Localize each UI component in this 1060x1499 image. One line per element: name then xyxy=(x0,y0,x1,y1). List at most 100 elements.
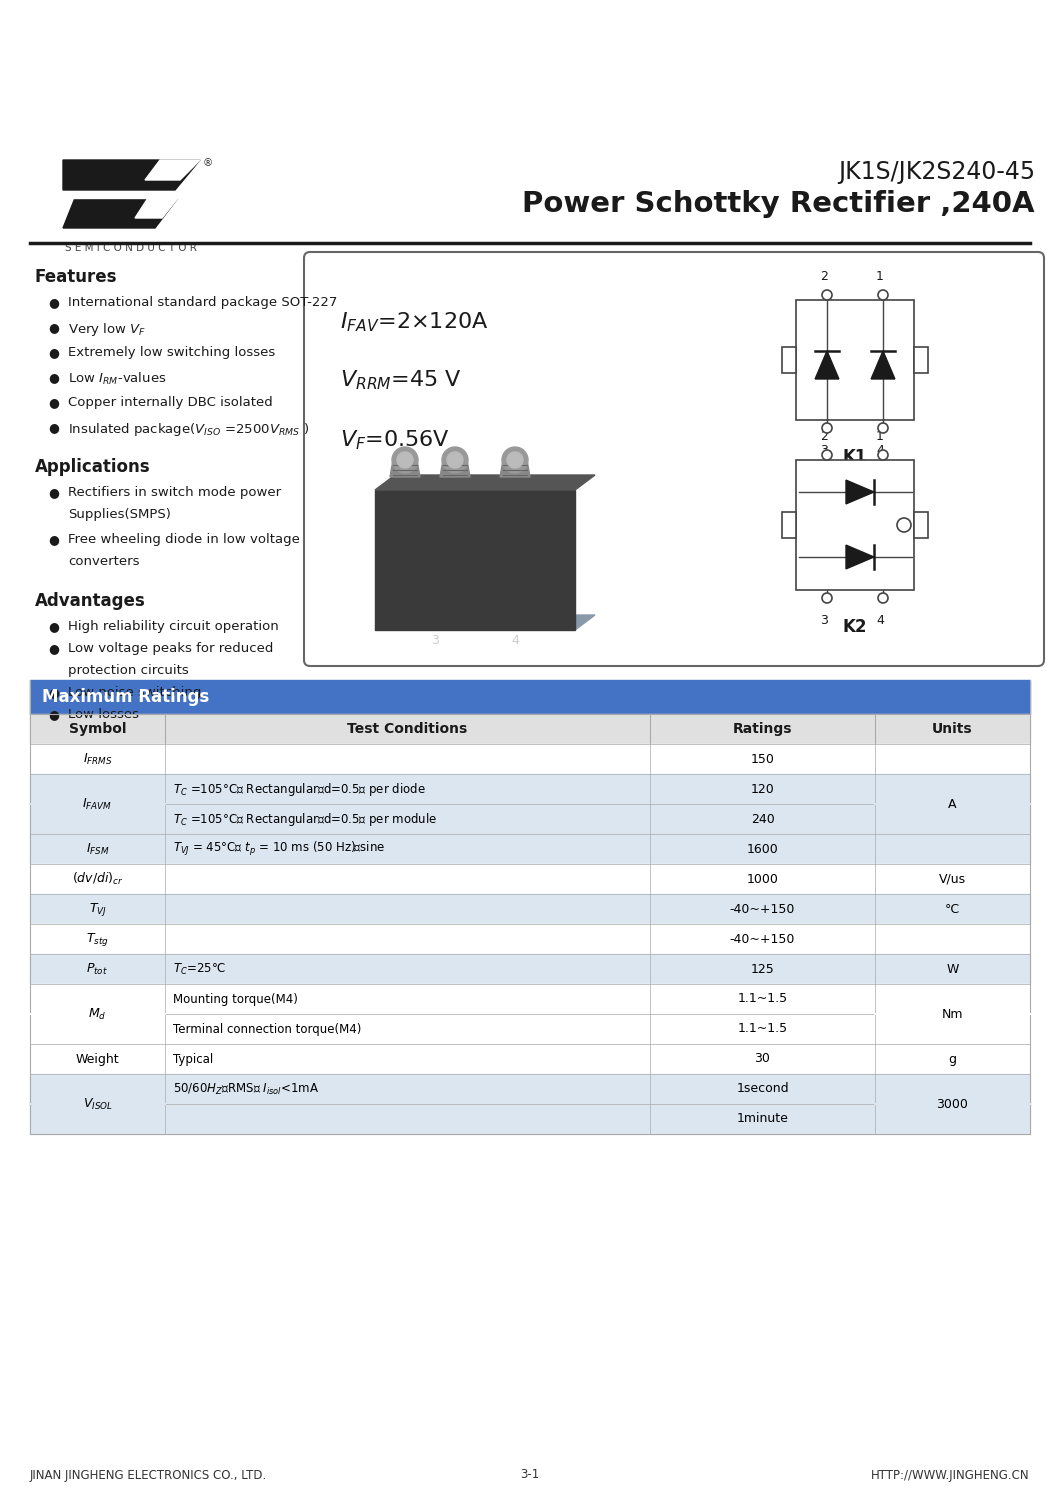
Text: Test Conditions: Test Conditions xyxy=(348,723,467,736)
Circle shape xyxy=(878,289,888,300)
Polygon shape xyxy=(440,460,470,477)
Text: $I_{FSM}$: $I_{FSM}$ xyxy=(86,841,109,856)
Text: Ratings: Ratings xyxy=(732,723,792,736)
Bar xyxy=(30,1103,1030,1135)
Text: $M_d$: $M_d$ xyxy=(88,1006,107,1021)
Text: K1: K1 xyxy=(843,448,867,466)
Text: K2: K2 xyxy=(843,618,867,636)
Text: International standard package SOT-227: International standard package SOT-227 xyxy=(68,295,337,309)
Text: 150: 150 xyxy=(750,752,775,766)
FancyBboxPatch shape xyxy=(304,252,1044,666)
Circle shape xyxy=(878,423,888,433)
Text: 1000: 1000 xyxy=(746,872,778,886)
Text: $T_C$=25°C: $T_C$=25°C xyxy=(173,961,227,976)
Text: ●: ● xyxy=(48,396,59,409)
Bar xyxy=(30,863,1030,893)
Circle shape xyxy=(822,450,832,460)
Text: Features: Features xyxy=(35,268,118,286)
Text: Terminal connection torque(M4): Terminal connection torque(M4) xyxy=(173,1022,361,1036)
Text: -40~+150: -40~+150 xyxy=(730,902,795,916)
Text: $P_{tot}$: $P_{tot}$ xyxy=(87,961,108,976)
Polygon shape xyxy=(815,351,838,379)
Circle shape xyxy=(878,594,888,603)
Text: g: g xyxy=(949,1052,956,1066)
Text: Units: Units xyxy=(932,723,973,736)
Text: 3-1: 3-1 xyxy=(520,1469,540,1481)
Text: Symbol: Symbol xyxy=(69,723,126,736)
Circle shape xyxy=(897,519,911,532)
Text: 1: 1 xyxy=(876,270,884,283)
Text: A: A xyxy=(949,797,957,811)
Text: Low $I_{RM}$-values: Low $I_{RM}$-values xyxy=(68,370,166,387)
Text: 50/60$H_Z$，RMS， $I_{isol}$<1mA: 50/60$H_Z$，RMS， $I_{isol}$<1mA xyxy=(173,1081,319,1097)
Text: 1second: 1second xyxy=(737,1082,789,1096)
Text: 1600: 1600 xyxy=(746,842,778,856)
Bar xyxy=(30,983,1030,1013)
Bar xyxy=(30,714,1030,744)
Text: V/us: V/us xyxy=(939,872,966,886)
Text: $T_{VJ}$ = 45°C； $t_p$ = 10 ms (50 Hz)，sine: $T_{VJ}$ = 45°C； $t_p$ = 10 ms (50 Hz)，s… xyxy=(173,839,385,857)
Text: 1.1~1.5: 1.1~1.5 xyxy=(738,1022,788,1036)
Text: ●: ● xyxy=(48,295,59,309)
Circle shape xyxy=(392,447,418,474)
Text: Extremely low switching losses: Extremely low switching losses xyxy=(68,346,276,358)
Circle shape xyxy=(507,453,523,468)
Text: HTTP://WWW.JINGHENG.CN: HTTP://WWW.JINGHENG.CN xyxy=(871,1469,1030,1481)
Text: $(dv/di)_{cr}$: $(dv/di)_{cr}$ xyxy=(72,871,123,887)
Bar xyxy=(914,513,928,538)
Bar xyxy=(796,460,914,591)
Polygon shape xyxy=(846,480,874,504)
Circle shape xyxy=(442,447,469,474)
Text: $T_{stg}$: $T_{stg}$ xyxy=(86,931,109,947)
Circle shape xyxy=(447,453,463,468)
Text: JK1S/JK2S240-45: JK1S/JK2S240-45 xyxy=(837,160,1035,184)
Circle shape xyxy=(822,594,832,603)
Polygon shape xyxy=(375,490,575,630)
Text: 240: 240 xyxy=(750,812,775,826)
Text: Insulated package($V_{ISO}$ =2500$V_{RMS}$ ): Insulated package($V_{ISO}$ =2500$V_{RMS… xyxy=(68,421,310,438)
Text: ●: ● xyxy=(48,486,59,499)
Circle shape xyxy=(398,453,413,468)
Text: 3: 3 xyxy=(431,634,439,646)
Text: Low noise switching: Low noise switching xyxy=(68,687,201,699)
Text: converters: converters xyxy=(68,555,140,568)
Text: 120: 120 xyxy=(750,782,775,796)
Polygon shape xyxy=(135,198,178,217)
Polygon shape xyxy=(63,160,200,190)
Bar xyxy=(30,773,1030,803)
Bar xyxy=(30,1013,1030,1043)
Text: 4: 4 xyxy=(876,615,884,627)
Polygon shape xyxy=(500,460,530,477)
Text: Advantages: Advantages xyxy=(35,592,146,610)
Text: 1minute: 1minute xyxy=(737,1112,789,1126)
Bar xyxy=(782,346,796,373)
Text: Low voltage peaks for reduced: Low voltage peaks for reduced xyxy=(68,642,273,655)
Bar xyxy=(30,803,1030,833)
Text: Low losses: Low losses xyxy=(68,708,139,721)
Bar xyxy=(782,513,796,538)
Text: ●: ● xyxy=(48,708,59,721)
Text: $I_{FRMS}$: $I_{FRMS}$ xyxy=(83,751,112,766)
Bar xyxy=(30,1043,1030,1073)
Text: Supplies(SMPS): Supplies(SMPS) xyxy=(68,508,171,522)
Text: $I_{FAV}$=2×120A: $I_{FAV}$=2×120A xyxy=(340,310,489,334)
Bar xyxy=(30,923,1030,953)
Polygon shape xyxy=(846,546,874,570)
Circle shape xyxy=(502,447,528,474)
Text: 3: 3 xyxy=(820,615,828,627)
Text: Very low $V_F$: Very low $V_F$ xyxy=(68,321,146,337)
Text: ®: ® xyxy=(204,157,213,168)
Bar xyxy=(30,1073,1030,1103)
Text: S E M I C O N D U C T O R: S E M I C O N D U C T O R xyxy=(65,243,197,253)
Polygon shape xyxy=(375,615,595,630)
Text: $V_{RRM}$=45 V: $V_{RRM}$=45 V xyxy=(340,367,462,391)
Text: Maximum Ratings: Maximum Ratings xyxy=(42,688,209,706)
Bar xyxy=(30,953,1030,983)
Text: 3000: 3000 xyxy=(937,1097,969,1111)
Text: ●: ● xyxy=(48,370,59,384)
Text: JINAN JINGHENG ELECTRONICS CO., LTD.: JINAN JINGHENG ELECTRONICS CO., LTD. xyxy=(30,1469,267,1481)
Text: Applications: Applications xyxy=(35,459,151,477)
Circle shape xyxy=(822,289,832,300)
Text: 4: 4 xyxy=(511,634,519,646)
Polygon shape xyxy=(375,475,595,490)
